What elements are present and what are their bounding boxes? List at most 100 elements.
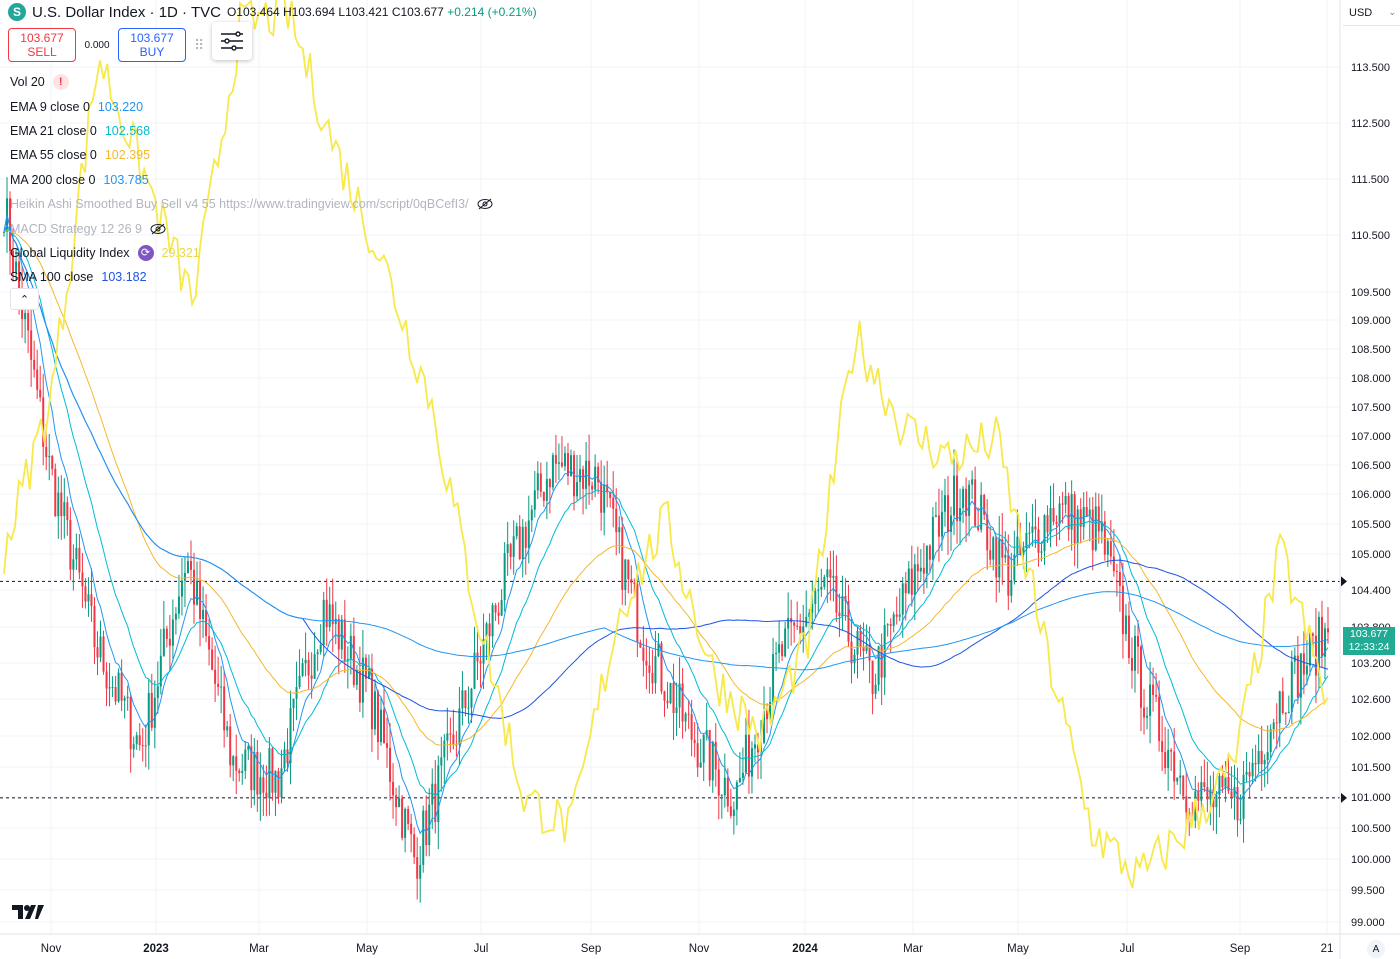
candle-body [714,741,717,770]
candle-body [45,446,48,458]
candle-body [165,628,168,639]
legend-row[interactable]: EMA 9 close 0 103.220 [10,94,493,118]
candle-body [244,749,247,771]
candle-body [253,752,256,791]
time-axis-label: Mar [903,943,923,955]
candle-body [865,645,868,652]
candle-body [895,614,898,617]
price-axis-label: 99.000 [1351,917,1385,929]
candle-body [1236,786,1239,821]
candle-body [524,526,527,548]
candle-body [1254,762,1257,765]
candle-body [57,492,60,517]
collapse-legend-icon[interactable]: ⌃ [10,288,39,310]
currency-selector[interactable]: USD ⌄ [1343,0,1400,26]
candle-body [509,544,512,557]
legend-row[interactable]: MACD Strategy 12 26 9 [10,216,493,240]
time-axis-label: May [356,943,378,955]
candle-body [1046,515,1049,533]
tradingview-logo-icon[interactable] [12,903,44,926]
candle-body [1185,796,1188,813]
indicator-legend: Vol 20! EMA 9 close 0 103.220 EMA 21 close … [10,70,493,290]
candle-body [413,834,416,858]
last-price-label: 103.677 [1350,628,1388,640]
candle-body [211,649,214,670]
candle-body [1272,722,1275,730]
candle-body [1088,509,1091,517]
warning-icon[interactable]: ! [52,74,69,91]
buy-button[interactable]: 103.677 BUY [118,28,186,62]
ema21-line [3,228,1329,797]
legend-name: EMA 21 close 0 [10,123,97,138]
legend-row[interactable]: MA 200 close 0 103.785 [10,168,493,192]
legend-row[interactable]: SMA 100 close 103.182 [10,265,493,289]
sell-button[interactable]: 103.677 SELL [8,28,76,62]
legend-row[interactable]: EMA 55 close 0 102.395 [10,143,493,167]
legend-name: EMA 55 close 0 [10,148,97,163]
legend-row[interactable]: EMA 21 close 0 102.568 [10,119,493,143]
candle-body [1266,751,1269,761]
candle-body [208,636,211,650]
candle-body [1001,539,1004,558]
price-axis-label: 101.500 [1351,762,1391,774]
candle-body [1327,628,1329,633]
price-axis-label: 108.000 [1351,373,1391,385]
candle-body [971,479,974,485]
candle-body [105,671,108,689]
buy-label: BUY [139,45,165,59]
candle-body [39,389,42,398]
candle-body [229,726,232,766]
legend-row[interactable]: Vol 20! [10,70,493,94]
price-axis-label: 111.500 [1351,174,1389,186]
candle-body [606,484,609,493]
candle-body [1200,782,1203,801]
candle-body [639,642,642,648]
candle-body [1155,695,1158,697]
candle-body [398,798,401,808]
candle-body [986,514,989,551]
candle-body [189,560,192,570]
candle-body [1206,787,1209,800]
candle-body [1010,580,1013,596]
candle-body [672,682,675,714]
candle-body [1133,635,1136,671]
legend-row[interactable]: Heikin Ashi Smoothed Buy Sell v4 55 http… [10,192,493,216]
candle-body [663,691,666,701]
drag-handle-icon[interactable]: ⠿ [194,36,205,53]
candle-body [1230,791,1233,798]
candle-body [868,645,871,661]
sync-icon[interactable]: ⟳ [137,244,154,261]
time-axis-label: Jul [1120,943,1135,955]
candle-body [699,762,702,768]
candle-body [1149,684,1152,716]
candle-body [506,544,509,554]
candle-body [48,456,51,458]
price-axis-label: 101.000 [1351,792,1391,804]
symbol-title[interactable]: U.S. Dollar Index · 1D · TVC [32,3,221,21]
time-axis-label: Nov [689,943,710,955]
candle-body [630,579,633,583]
hidden-eye-icon[interactable] [150,223,166,235]
candle-body [1203,782,1206,788]
candle-body [609,492,612,498]
candle-body [820,586,823,590]
candle-body [93,605,96,648]
candle-body [470,688,473,708]
legend-value: 102.395 [104,148,151,163]
hidden-eye-icon[interactable] [477,198,493,210]
candle-body [793,622,796,626]
candle-body [81,572,84,587]
time-axis-label: Nov [41,943,62,955]
candle-body [428,804,431,846]
auto-scale-button[interactable]: A [1367,940,1385,958]
candle-body [1290,661,1293,712]
hamburger-menu-icon[interactable] [212,22,252,60]
legend-row[interactable]: Global Liquidity Index ⟳ 29.321 [10,241,493,265]
candle-body [1152,684,1155,696]
last-price-tag: 103.677 12:33:24 [1343,627,1395,655]
candle-body [42,397,45,447]
candle-body [259,777,262,795]
candle-body [1311,633,1314,636]
candle-body [419,864,422,879]
